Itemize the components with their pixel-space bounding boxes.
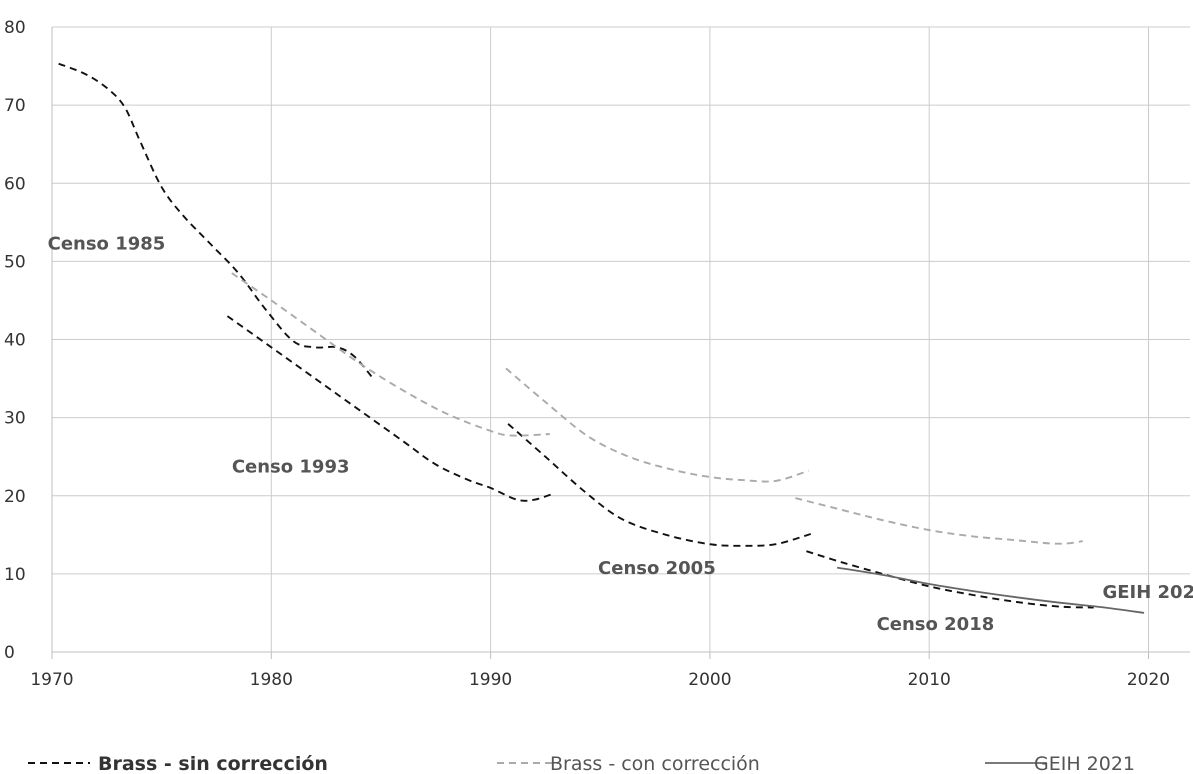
x-tick-label: 1970 bbox=[30, 670, 73, 690]
series-line-geih-2021-geih-2021 bbox=[836, 566, 1145, 614]
annotation-label: Censo 2005 bbox=[598, 558, 716, 579]
series-lines bbox=[58, 62, 1145, 614]
series-line-brass-con-correccion-censo-1993 bbox=[505, 367, 809, 483]
grid-lines bbox=[52, 26, 1190, 652]
series-line-brass-con-correccion-censo-2005 bbox=[795, 497, 1083, 545]
series-line-brass-con-correccion-censo-1985 bbox=[231, 272, 550, 437]
y-tick-label: 40 bbox=[4, 331, 26, 351]
y-tick-label: 70 bbox=[4, 96, 26, 116]
annotation-label: Censo 1985 bbox=[48, 234, 166, 255]
y-tick-label: 80 bbox=[4, 18, 26, 38]
annotation-label: GEIH 2021 bbox=[1102, 582, 1193, 603]
series-line-brass-sin-correccion-censo-1993 bbox=[226, 315, 553, 502]
series-line-brass-sin-correccion-censo-2018 bbox=[806, 550, 1094, 609]
series-line-brass-sin-correccion-censo-2005 bbox=[507, 423, 812, 547]
y-tick-label: 30 bbox=[4, 409, 26, 429]
legend: Brass - sin corrección Brass - con correc… bbox=[28, 753, 1135, 774]
legend-label: Brass - sin corrección bbox=[98, 753, 328, 774]
axes: 0 10 20 30 40 50 60 70 80 1970 1980 1990 2000 2010 202… bbox=[4, 18, 1190, 690]
series-line-brass-sin-correccion-censo-1985 bbox=[58, 62, 376, 381]
x-tick-label: 2000 bbox=[688, 670, 731, 690]
y-tick-label: 60 bbox=[4, 174, 26, 194]
annotations: Censo 1985 Censo 1993 Censo 2005 Censo 2018… bbox=[48, 234, 1193, 635]
y-tick-label: 20 bbox=[4, 487, 26, 507]
legend-label: GEIH 2021 bbox=[1034, 753, 1135, 774]
x-tick-label: 2010 bbox=[908, 670, 951, 690]
x-tick-label: 2020 bbox=[1127, 670, 1170, 690]
y-tick-label: 50 bbox=[4, 252, 26, 272]
y-tick-label: 10 bbox=[4, 565, 26, 585]
annotation-label: Censo 1993 bbox=[232, 456, 350, 477]
x-tick-label: 1990 bbox=[469, 670, 512, 690]
x-tick-label: 1980 bbox=[250, 670, 293, 690]
annotation-label: Censo 2018 bbox=[877, 614, 995, 635]
y-tick-label: 0 bbox=[4, 643, 15, 663]
legend-label: Brass - con corrección bbox=[550, 753, 760, 774]
